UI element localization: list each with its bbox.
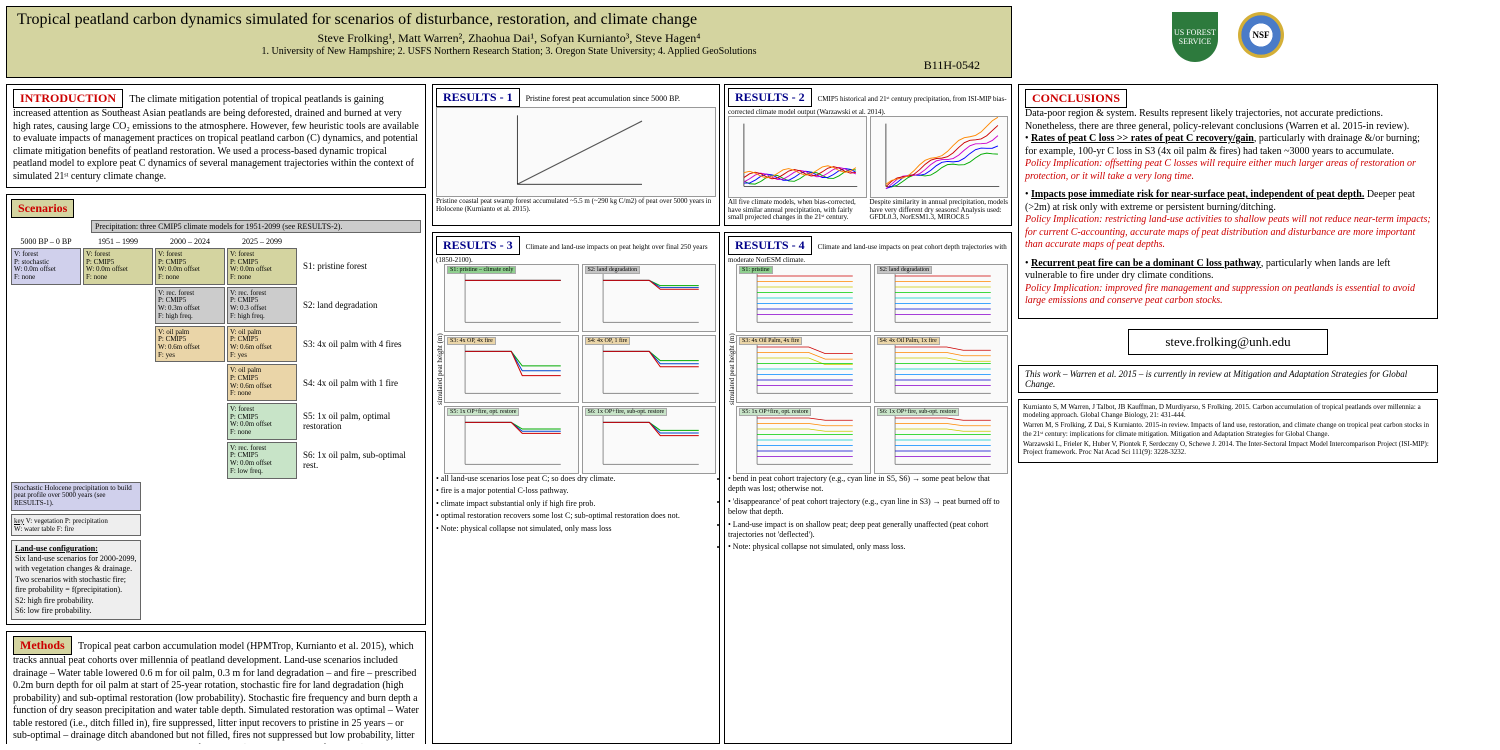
poster-code: B11H-0542: [924, 58, 980, 73]
intro-text: The climate mitigation potential of trop…: [13, 94, 419, 182]
nsf-logo-icon: NSF: [1238, 12, 1284, 58]
conclusions-preamble: Data-poor region & system. Results repre…: [1025, 108, 1409, 132]
results4-panel: RESULTS - 4 Climate and land-use impacts…: [724, 232, 1012, 744]
conclusions-box: CONCLUSIONS Data-poor region & system. R…: [1018, 84, 1438, 319]
precip-banner: Precipitation: three CMIP5 climate model…: [91, 220, 421, 233]
review-note: This work – Warren et al. 2015 – is curr…: [1018, 365, 1438, 393]
results3-panel: RESULTS - 3 Climate and land-use impacts…: [432, 232, 720, 744]
results2-cap1: All five climate models, when bias-corre…: [728, 199, 867, 222]
results1-caption: Pristine coastal peat swamp forest accum…: [436, 198, 716, 213]
results3-grid: S1: pristine – climate only S2: land deg…: [444, 264, 716, 474]
conclusions-label: CONCLUSIONS: [1025, 89, 1127, 108]
r3-panel-0: S1: pristine – climate only: [444, 264, 579, 332]
results1-chart: [436, 107, 716, 197]
results1-subtitle: Pristine forest peat accumulation since …: [526, 94, 680, 103]
landuse-config: Land-use configuration: Six land-use sce…: [11, 540, 141, 621]
conclusions-list: • Rates of peat C loss >> rates of peat …: [1025, 133, 1431, 308]
intro-label: INTRODUCTION: [13, 89, 123, 108]
stochastic-note: Stochastic Holocene precipitation to bui…: [11, 482, 141, 511]
r4-panel-2: S3: 4x Oil Palm, 4x fire: [736, 335, 871, 403]
scenarios-box: Scenarios Precipitation: three CMIP5 cli…: [6, 194, 426, 625]
results3-bullets: • all land-use scenarios lose peat C; so…: [436, 474, 716, 534]
authors-line: Steve Frolking¹, Matt Warren², Zhaohua D…: [17, 31, 1001, 46]
affiliations-line: 1. University of New Hampshire; 2. USFS …: [17, 46, 1001, 57]
results1-panel: RESULTS - 1 Pristine forest peat accumul…: [432, 84, 720, 226]
r3-panel-1: S2: land degradation: [582, 264, 717, 332]
r3-panel-2: S3: 4x OP, 4x fire: [444, 335, 579, 403]
results3-label: RESULTS - 3: [436, 236, 520, 255]
methods-label: Methods: [13, 636, 72, 655]
r3-panel-3: S4: 4x OP, 1 fire: [582, 335, 717, 403]
r4-panel-5: S6: 1x OP+fire, sub-opt. restore: [874, 406, 1009, 474]
introduction-box: INTRODUCTION The climate mitigation pote…: [6, 84, 426, 188]
methods-box: Methods Tropical peat carbon accumulatio…: [6, 631, 426, 744]
email-box: steve.frolking@unh.edu: [1128, 329, 1328, 355]
logo-row: US FOREST SERVICE NSF: [1018, 6, 1438, 78]
r3-panel-5: S6: 1x OP+fire, sub-opt. restore: [582, 406, 717, 474]
results4-ylabel: simulated peat height (m): [728, 264, 736, 474]
results2-cap2: Despite similarity in annual precipitati…: [870, 199, 1009, 222]
results2-label: RESULTS - 2: [728, 88, 812, 107]
results2-chart2: [870, 116, 1009, 198]
r4-panel-1: S2: land degradation: [874, 264, 1009, 332]
scenario-grid: 5000 BP – 0 BP1951 – 19992000 – 20242025…: [11, 237, 421, 479]
r4-panel-3: S4: 4x Oil Palm, 1x fire: [874, 335, 1009, 403]
methods-text: Tropical peat carbon accumulation model …: [13, 641, 419, 744]
results4-grid: S1: pristineS2: land degradationS3: 4x O…: [736, 264, 1008, 474]
results4-label: RESULTS - 4: [728, 236, 812, 255]
scenarios-label: Scenarios: [11, 199, 74, 218]
references-box: Kurnianto S, M Warren, J Talbot, JB Kauf…: [1018, 399, 1438, 463]
results1-label: RESULTS - 1: [436, 88, 520, 107]
results2-panel: RESULTS - 2 CMIP5 historical and 21ˢᵗ ce…: [724, 84, 1012, 226]
poster-title: Tropical peatland carbon dynamics simula…: [17, 11, 1001, 29]
r3-panel-4: S5: 1x OP+fire, opt. restore: [444, 406, 579, 474]
results4-bullets: • bend in peat cohort trajectory (e.g., …: [728, 474, 1008, 553]
r4-panel-0: S1: pristine: [736, 264, 871, 332]
scenario-key: V: vegetation P: precipitation W: water …: [14, 517, 108, 533]
usfs-logo-icon: US FOREST SERVICE: [1172, 12, 1218, 62]
title-banner: Tropical peatland carbon dynamics simula…: [6, 6, 1012, 78]
results2-chart1: [728, 116, 867, 198]
results3-ylabel: simulated peat height (m): [436, 264, 444, 474]
r4-panel-4: S5: 1x OP+fire, opt. restore: [736, 406, 871, 474]
